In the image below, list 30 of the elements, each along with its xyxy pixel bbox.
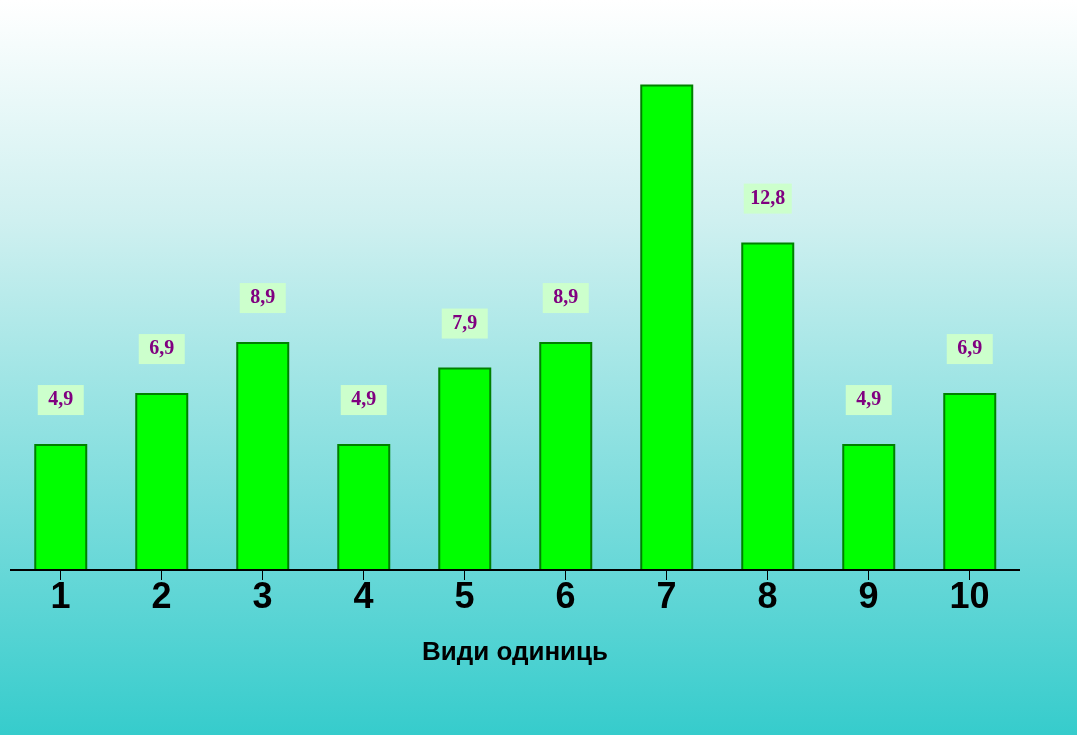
data-label: 12,8 <box>750 185 786 208</box>
x-axis-title: Види одиниць <box>421 636 609 666</box>
bar <box>640 84 694 571</box>
x-tick-label: 7 <box>656 574 677 616</box>
x-tick-label: 4 <box>353 574 374 616</box>
data-label: 6,9 <box>957 336 983 359</box>
bar <box>337 444 391 571</box>
bar <box>34 444 88 571</box>
x-tick-label: 6 <box>555 574 576 616</box>
x-tick-label: 5 <box>454 574 475 616</box>
data-label: 8,9 <box>553 285 579 308</box>
bar <box>539 342 593 571</box>
data-label: 4,9 <box>48 387 74 410</box>
bar <box>741 242 795 571</box>
data-label: 8,9 <box>250 285 276 308</box>
bar <box>943 393 997 571</box>
x-tick-label: 2 <box>151 574 172 616</box>
bar <box>842 444 896 571</box>
bar <box>438 367 492 571</box>
x-tick-label: 10 <box>949 574 990 616</box>
data-label: 4,9 <box>351 387 377 410</box>
bar <box>236 342 290 571</box>
data-label: 4,9 <box>856 387 882 410</box>
x-tick-label: 3 <box>252 574 273 616</box>
data-label: 7,9 <box>452 310 478 333</box>
bar <box>135 393 189 571</box>
x-tick-label: 9 <box>858 574 879 616</box>
x-tick-label: 8 <box>757 574 778 616</box>
data-label: 6,9 <box>149 336 175 359</box>
x-tick-label: 1 <box>50 574 71 616</box>
